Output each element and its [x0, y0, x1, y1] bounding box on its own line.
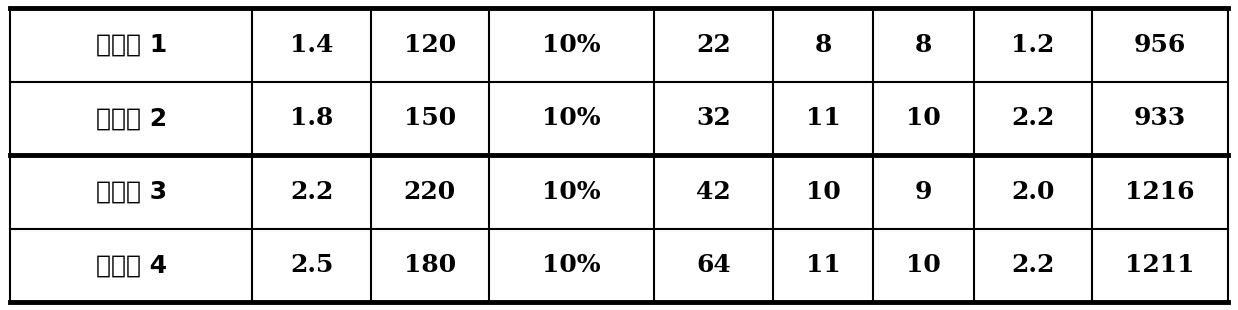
Text: 42: 42	[696, 180, 730, 204]
Bar	[655, 82, 773, 155]
Text: 10: 10	[806, 180, 841, 204]
Text: 2.2: 2.2	[1011, 106, 1055, 130]
Text: 956: 956	[1134, 33, 1186, 57]
Text: 10: 10	[906, 253, 941, 277]
Text: 8: 8	[915, 33, 932, 57]
Text: 1216: 1216	[1125, 180, 1195, 204]
Text: 1211: 1211	[1125, 253, 1195, 277]
Bar	[253, 155, 370, 228]
Text: 实施例 4: 实施例 4	[95, 253, 167, 277]
Text: 实施例 3: 实施例 3	[95, 180, 167, 204]
Bar	[489, 82, 655, 155]
Bar	[10, 228, 253, 302]
Bar	[1092, 155, 1228, 228]
Text: 1.2: 1.2	[1011, 33, 1055, 57]
Bar	[253, 8, 370, 82]
Text: 9: 9	[915, 180, 932, 204]
Bar	[974, 8, 1092, 82]
Bar	[489, 228, 655, 302]
Bar	[489, 8, 655, 82]
Bar	[655, 228, 773, 302]
Text: 10%: 10%	[542, 253, 600, 277]
Bar	[1092, 82, 1228, 155]
Bar	[773, 82, 873, 155]
Text: 8: 8	[815, 33, 832, 57]
Bar	[253, 228, 370, 302]
Text: 1.4: 1.4	[290, 33, 333, 57]
Bar	[370, 82, 489, 155]
Bar	[873, 82, 974, 155]
Text: 180: 180	[404, 253, 456, 277]
Bar	[974, 82, 1092, 155]
Bar	[873, 155, 974, 228]
Text: 220: 220	[404, 180, 456, 204]
Bar	[974, 155, 1092, 228]
Text: 10%: 10%	[542, 33, 600, 57]
Text: 2.5: 2.5	[290, 253, 333, 277]
Text: 1.8: 1.8	[290, 106, 333, 130]
Text: 10: 10	[906, 106, 941, 130]
Bar	[873, 228, 974, 302]
Text: 64: 64	[696, 253, 730, 277]
Bar	[974, 228, 1092, 302]
Text: 150: 150	[404, 106, 456, 130]
Bar	[10, 155, 253, 228]
Bar	[10, 82, 253, 155]
Text: 11: 11	[806, 253, 841, 277]
Text: 10%: 10%	[542, 180, 600, 204]
Text: 实施例 2: 实施例 2	[95, 106, 167, 130]
Text: 22: 22	[696, 33, 730, 57]
Text: 2.2: 2.2	[1011, 253, 1055, 277]
Text: 2.0: 2.0	[1011, 180, 1055, 204]
Bar	[1092, 228, 1228, 302]
Text: 11: 11	[806, 106, 841, 130]
Text: 32: 32	[696, 106, 730, 130]
Bar	[370, 8, 489, 82]
Bar	[773, 155, 873, 228]
Text: 120: 120	[404, 33, 456, 57]
Text: 933: 933	[1134, 106, 1186, 130]
Bar	[253, 82, 370, 155]
Text: 实施例 1: 实施例 1	[95, 33, 167, 57]
Bar	[10, 8, 253, 82]
Bar	[370, 228, 489, 302]
Bar	[1092, 8, 1228, 82]
Bar	[773, 8, 873, 82]
Text: 10%: 10%	[542, 106, 600, 130]
Bar	[773, 228, 873, 302]
Bar	[873, 8, 974, 82]
Text: 2.2: 2.2	[290, 180, 333, 204]
Bar	[370, 155, 489, 228]
Bar	[655, 155, 773, 228]
Bar	[655, 8, 773, 82]
Bar	[489, 155, 655, 228]
